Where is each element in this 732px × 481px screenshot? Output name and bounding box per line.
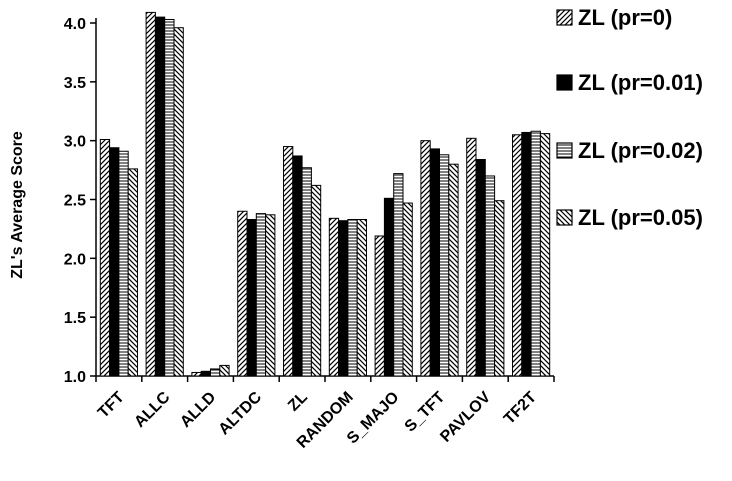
bar-tf2t-series-3 [530,130,541,377]
bar-s-majo-series-4 [402,202,413,377]
bar-random-series-3 [347,219,358,377]
x-tick-label: TF2T [501,389,540,428]
bar-tft-series-2 [109,147,120,377]
x-tick-label: TFT [95,389,128,422]
bar-random-series-2 [338,220,349,377]
x-tick-label: PAVLOV [437,389,494,446]
legend-label: ZL (pr=0.01) [578,70,703,95]
bar-zl-series-2 [292,155,303,377]
bar-s-tft-series-4 [448,163,459,377]
bar-allc-series-3 [164,18,175,377]
bars-group [99,11,551,377]
bar-s-tft-series-1 [420,140,431,377]
y-tick-label: 1.5 [64,310,86,327]
y-tick-label: 4.0 [64,16,86,33]
bar-pavlov-series-4 [494,200,505,377]
x-tick-label: ALLC [131,388,173,430]
bar-allc-series-2 [154,16,166,377]
legend-swatch [556,142,573,159]
x-tick-label: ALTDC [216,388,266,438]
bar-s-tft-series-3 [439,154,450,377]
bar-s-tft-series-2 [429,148,441,377]
y-axis-title: ZL's Average Score [9,131,26,279]
bar-allc-series-1 [145,11,156,377]
bar-zl-series-1 [283,146,294,377]
bar-alld-series-4 [219,364,230,377]
legend-swatch [556,209,573,226]
x-axis [95,375,555,382]
legend-label: ZL (pr=0) [578,5,672,30]
bar-alld-series-3 [210,368,221,377]
bar-s-majo-series-3 [393,173,404,377]
bar-tf2t-series-4 [539,133,551,377]
y-tick-label: 2.0 [64,251,86,268]
bar-random-series-1 [328,217,340,377]
bar-s-majo-series-2 [383,197,395,377]
legend-label: ZL (pr=0.05) [578,205,703,230]
y-tick-label: 3.0 [64,134,86,151]
y-tick-label: 3.5 [64,75,86,92]
bar-pavlov-series-3 [484,175,496,377]
y-tick-label: 1.0 [64,369,86,386]
y-axis: 1.0 1.5 2.0 2.5 3.0 3.5 4.0 [64,16,97,386]
bar-s-majo-series-1 [374,235,385,377]
y-tick-label: 2.5 [64,193,86,210]
legend-swatch [556,9,573,26]
bar-tft-series-4 [127,168,138,377]
x-tick-label: ALLD [177,389,219,431]
bar-random-series-4 [356,219,368,377]
bar-pavlov-series-1 [466,137,477,377]
bar-tf2t-series-1 [512,134,523,377]
bar-altdc-series-2 [246,219,257,377]
bar-tf2t-series-2 [521,131,532,377]
bar-altdc-series-3 [255,213,267,377]
legend-swatch [556,74,573,91]
bar-altdc-series-1 [237,210,248,377]
legend-label: ZL (pr=0.02) [578,138,703,163]
bar-tft-series-1 [99,138,111,377]
legend: ZL (pr=0) ZL (pr=0.01) ZL (pr=0.02) ZL (pr=… [556,5,703,230]
bar-altdc-series-4 [265,214,276,377]
x-tick-label: ZL [285,389,311,415]
bar-alld-series-1 [191,371,202,377]
bar-allc-series-4 [173,27,184,377]
bar-alld-series-2 [200,370,211,377]
bar-tft-series-3 [118,150,129,377]
bar-zl-series-3 [301,167,312,377]
bar-pavlov-series-2 [475,158,486,377]
bar-zl-series-4 [310,184,322,377]
